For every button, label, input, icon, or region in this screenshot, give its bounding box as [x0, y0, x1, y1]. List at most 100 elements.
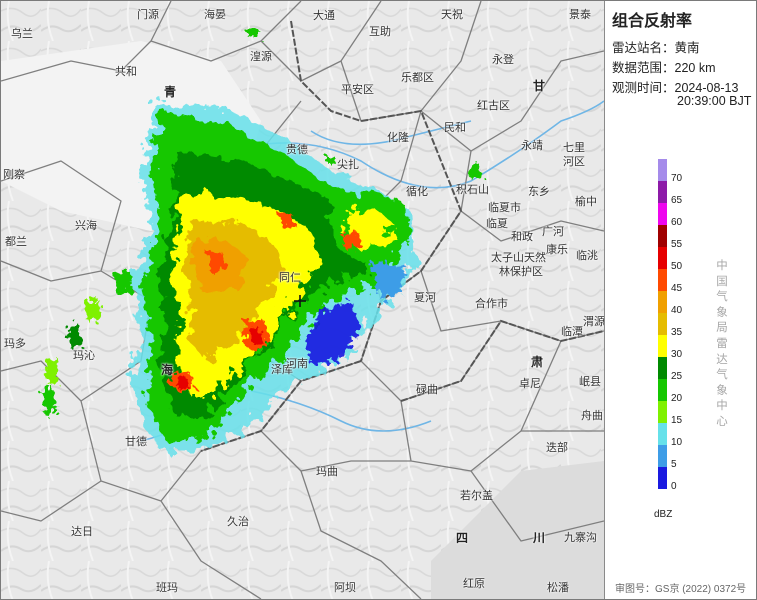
place-label: 永靖 — [521, 140, 543, 152]
agency-char: 象 — [716, 384, 728, 397]
agency-char: 中 — [716, 260, 728, 272]
agency-char: 局 — [716, 322, 728, 335]
province-label: 青 — [164, 85, 177, 99]
place-label: 化隆 — [387, 132, 409, 144]
legend-swatch — [658, 225, 667, 247]
place-label: 临夏 — [486, 218, 508, 230]
province-label: 肃 — [531, 355, 544, 369]
legend-tick-label: 15 — [671, 415, 683, 426]
place-label: 舟曲 — [581, 410, 603, 422]
legend-swatch — [658, 159, 667, 181]
legend-tick-label: 65 — [671, 195, 683, 206]
place-label: 泽库 — [271, 364, 293, 376]
place-label: 景泰 — [569, 9, 591, 21]
place-label: 河南 — [286, 358, 308, 370]
place-label: 刚察 — [3, 169, 25, 181]
place-label: 同仁 — [279, 272, 301, 284]
station-value: 黄南 — [674, 41, 700, 55]
place-label: 岷县 — [579, 376, 601, 388]
place-label: 合作市 — [475, 298, 508, 310]
legend-tick-label: 70 — [671, 173, 683, 184]
radar-echo — [41, 29, 483, 451]
province-label: 海 — [161, 363, 174, 377]
place-label: 海晏 — [204, 9, 226, 21]
agency-char: 雷 — [716, 337, 728, 350]
place-label: 民和 — [444, 122, 466, 134]
time-date: 2024-08-13 — [674, 81, 739, 95]
range-label: 数据范围： — [612, 61, 675, 75]
place-label: 红原 — [463, 578, 485, 590]
agency-char: 国 — [716, 275, 728, 288]
legend-swatch — [658, 379, 667, 401]
place-label: 玛多 — [4, 338, 26, 350]
legend-swatch — [658, 291, 667, 313]
place-label: 和政 — [511, 231, 533, 243]
legend-swatch — [658, 313, 667, 335]
time-clock: 20:39:00 BJT — [677, 94, 752, 108]
agency-char: 心 — [716, 415, 728, 428]
legend-tick-label: 30 — [671, 349, 683, 360]
legend-swatch — [658, 423, 667, 445]
legend-swatch — [658, 247, 667, 269]
agency-char: 气 — [716, 369, 728, 382]
place-label: 松潘 — [547, 582, 569, 594]
legend-swatch — [658, 203, 667, 225]
station-row: 雷达站名：黄南 — [612, 37, 700, 56]
place-label: 平安区 — [341, 84, 374, 96]
legend-swatch — [658, 467, 667, 489]
place-label: 林保护区 — [499, 266, 543, 278]
place-label: 达日 — [71, 526, 93, 538]
agency-char: 中 — [716, 400, 728, 413]
place-label: 湟源 — [250, 51, 272, 63]
range-row: 数据范围：220 km — [612, 57, 716, 76]
map-approval-number: 审图号：GS京 (2022) 0372号 — [615, 584, 747, 595]
legend-tick-label: 60 — [671, 217, 683, 228]
time-row: 观测时间：2024-08-13 — [612, 77, 738, 96]
province-label: 川 — [533, 531, 546, 545]
place-label: 兴海 — [75, 220, 97, 232]
place-label: 卓尼 — [519, 378, 541, 390]
place-label: 迭部 — [546, 442, 568, 454]
place-label: 榆中 — [575, 196, 597, 208]
legend-tick-label: 10 — [671, 437, 683, 448]
legend-swatch — [658, 357, 667, 379]
legend-swatch — [658, 181, 667, 203]
info-panel: 组合反射率 雷达站名：黄南 数据范围：220 km 观测时间：2024-08-1… — [605, 1, 756, 599]
place-label: 乐都区 — [401, 72, 434, 84]
place-label: 七里 — [563, 142, 585, 154]
place-label: 都兰 — [5, 236, 27, 248]
place-label: 共和 — [115, 66, 137, 78]
legend-tick-label: 35 — [671, 327, 683, 338]
radar-station-marker[interactable] — [294, 295, 306, 307]
place-label: 玛曲 — [316, 466, 338, 478]
place-label: 班玛 — [156, 582, 178, 594]
place-label: 积石山 — [456, 184, 489, 196]
place-label: 渭源 — [583, 316, 605, 328]
agency-char: 达 — [716, 353, 728, 366]
radar-map[interactable]: 乌兰 共和 海晏 大通 天祝 景泰 湟源 互助 永登 平安区 乐都区 永靖 化隆… — [1, 1, 605, 599]
place-label: 互助 — [369, 26, 391, 38]
legend-swatch — [658, 401, 667, 423]
place-label: 东乡 — [528, 186, 550, 198]
province-label: 四 — [456, 531, 469, 545]
place-label: 循化 — [406, 186, 428, 198]
place-label: 康乐 — [546, 244, 568, 256]
agency-char: 气 — [716, 291, 728, 304]
legend-tick-label: 20 — [671, 393, 683, 404]
place-label: 门源 — [137, 9, 159, 21]
sichuan-basin-edge — [431, 461, 604, 599]
place-label: 天祝 — [441, 9, 463, 21]
range-value: 220 km — [674, 61, 716, 75]
station-label: 雷达站名： — [612, 41, 675, 55]
place-label: 广河 — [542, 226, 564, 238]
place-label: 红古区 — [477, 100, 510, 112]
place-label: 久治 — [227, 516, 249, 528]
color-legend — [658, 159, 667, 489]
place-label: 乌兰 — [11, 28, 33, 40]
legend-tick-label: 40 — [671, 305, 683, 316]
place-label: 大通 — [313, 10, 335, 22]
place-label: 阿坝 — [334, 582, 356, 594]
product-title: 组合反射率 — [612, 13, 693, 30]
legend-unit: dBZ — [654, 509, 673, 520]
